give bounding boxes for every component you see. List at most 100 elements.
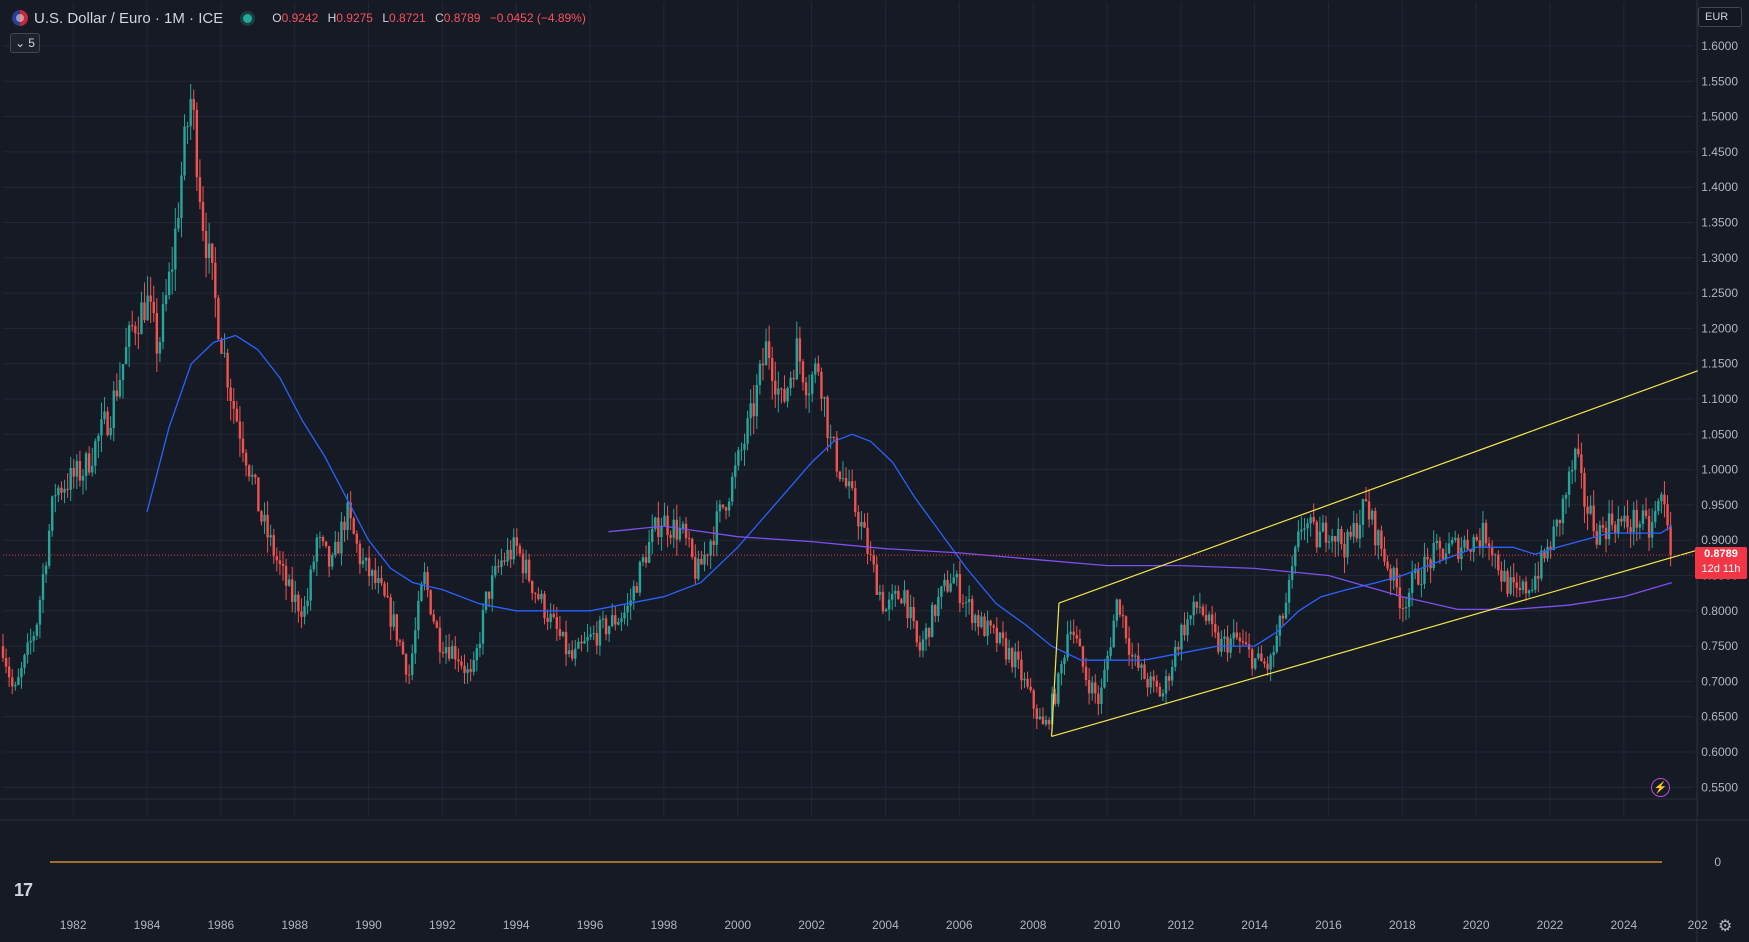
- time-tick-label: 2002: [798, 918, 825, 932]
- candle-body: [743, 443, 746, 450]
- ohlc-change: −0.0452 (−4.89%): [489, 11, 586, 25]
- candle-body: [38, 599, 42, 625]
- candle-body: [706, 554, 709, 556]
- candle-body: [1641, 510, 1645, 525]
- candle-body: [998, 632, 1002, 644]
- candle-body: [730, 476, 734, 502]
- candle-body: [380, 578, 383, 584]
- candle-body: [1610, 513, 1614, 525]
- candle-body: [918, 642, 922, 651]
- candle-body: [364, 557, 368, 561]
- candle-body: [207, 243, 211, 259]
- candle-body: [441, 651, 445, 654]
- candle-body: [786, 388, 789, 402]
- candle-body: [337, 541, 340, 554]
- candle-body: [121, 364, 125, 381]
- candle-body: [287, 579, 291, 586]
- candle-body: [1370, 510, 1374, 520]
- time-tick-label: 1982: [60, 918, 87, 932]
- candle-body: [1654, 511, 1657, 523]
- tradingview-logo-icon[interactable]: 17: [14, 880, 33, 900]
- lightning-icon[interactable]: ⚡: [1651, 778, 1670, 797]
- candle-body: [1115, 599, 1118, 621]
- candle-body: [1004, 638, 1008, 660]
- candle-body: [1026, 678, 1029, 687]
- candle-body: [847, 481, 851, 487]
- indicators-toggle-button[interactable]: ⌄ 5: [10, 33, 40, 53]
- time-tick-label: 2000: [724, 918, 751, 932]
- candle-body: [1549, 546, 1552, 551]
- candle-body: [1543, 550, 1546, 559]
- candle-body: [1494, 554, 1497, 556]
- candle-body: [894, 590, 897, 594]
- candle-body: [1355, 523, 1358, 539]
- candle-body: [887, 599, 891, 610]
- candle-body: [491, 575, 494, 599]
- candle-body: [204, 230, 208, 259]
- candle-body: [334, 541, 337, 556]
- candle-body: [32, 635, 35, 641]
- candle-body: [970, 599, 974, 624]
- candle-body: [712, 541, 715, 545]
- candle-body: [94, 441, 97, 466]
- time-axis: 1982 1984 1986 1988 1990 1992 1994 1996 1998 2000…: [60, 918, 1708, 932]
- time-tick-label: 2018: [1389, 918, 1416, 932]
- candle-body: [1066, 634, 1069, 658]
- symbol-title[interactable]: U.S. Dollar / Euro · 1M · ICE: [34, 9, 224, 27]
- candle-body: [1361, 499, 1365, 525]
- bar-countdown: 12d 11h: [1701, 563, 1741, 575]
- candle-body: [346, 502, 349, 531]
- candle-body: [1075, 635, 1078, 639]
- symbol-header: U.S. Dollar / Euro · 1M · ICE O0.9242 H0…: [12, 8, 586, 28]
- candle-body: [1441, 548, 1445, 560]
- candle-body: [1364, 499, 1368, 502]
- candle-body: [1337, 528, 1340, 542]
- candle-body: [1506, 571, 1509, 594]
- candle-body: [1186, 619, 1189, 636]
- candle-body: [1438, 540, 1442, 549]
- candle-body: [912, 607, 915, 622]
- candle-body: [100, 419, 103, 436]
- candle-body: [1598, 525, 1602, 545]
- candle-body: [980, 616, 983, 627]
- candle-body: [1374, 510, 1377, 546]
- candle-body: [949, 583, 952, 592]
- time-tick-label: 1986: [207, 918, 234, 932]
- candle-body: [1238, 637, 1242, 642]
- candle-body: [1180, 624, 1183, 650]
- candle-body: [1567, 471, 1571, 495]
- candle-body: [1266, 663, 1269, 670]
- candle-body: [1601, 525, 1605, 528]
- candle-body: [817, 363, 820, 372]
- candle-body: [1346, 531, 1349, 558]
- candle-body: [115, 390, 119, 397]
- time-tick-label: 1984: [134, 918, 161, 932]
- candle-body: [1577, 448, 1580, 455]
- candle-body: [1377, 530, 1380, 546]
- candle-body: [1420, 583, 1423, 585]
- candle-body: [124, 346, 128, 365]
- candle-body: [91, 465, 94, 473]
- candle-body: [1198, 606, 1202, 608]
- candle-body: [87, 453, 91, 473]
- candle-body: [1540, 550, 1543, 579]
- candle-body: [324, 541, 328, 547]
- candle-body: [1537, 576, 1540, 579]
- candle-body: [1389, 568, 1392, 581]
- candle-body: [644, 557, 648, 563]
- candle-body: [438, 627, 442, 652]
- candle-body: [54, 495, 57, 497]
- lower-pane-tick-label: 0: [1714, 855, 1721, 869]
- candle-body: [1586, 506, 1589, 514]
- candle-body: [675, 519, 679, 540]
- candle-body: [1380, 530, 1383, 549]
- ohlc-high-value: 0.9275: [336, 11, 373, 25]
- candle-body: [47, 530, 51, 566]
- currency-button[interactable]: EUR: [1698, 7, 1742, 27]
- candle-body: [1300, 529, 1303, 532]
- candle-body: [860, 521, 863, 527]
- settings-gear-icon[interactable]: ⚙: [1718, 918, 1733, 935]
- candle-body: [454, 646, 457, 660]
- candle-body: [1278, 615, 1282, 636]
